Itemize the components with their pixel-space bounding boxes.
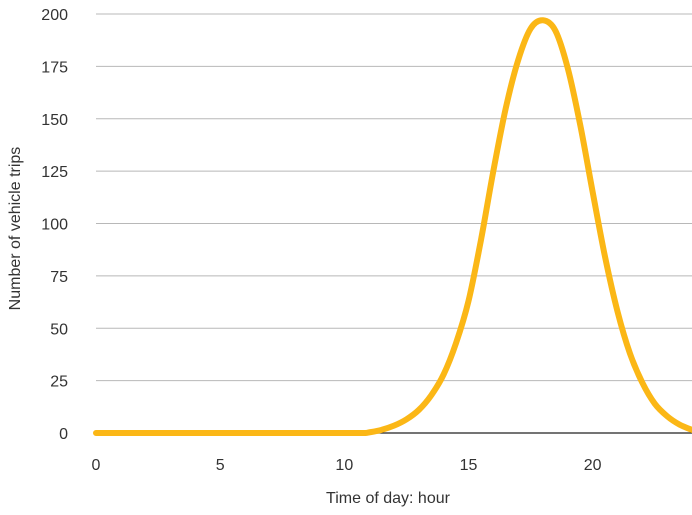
y-tick-label: 200	[41, 7, 68, 24]
y-tick-label: 75	[50, 269, 68, 286]
y-axis-ticks: 0 25 50 75 100 125 150 175 200	[41, 7, 68, 443]
y-tick-label: 0	[59, 426, 68, 443]
series-group	[93, 17, 692, 437]
y-tick-label: 175	[41, 59, 68, 76]
y-tick-label: 50	[50, 321, 68, 338]
x-axis-label: Time of day: hour	[326, 490, 451, 507]
y-axis-label: Number of vehicle trips	[7, 147, 24, 311]
x-tick-label: 15	[460, 457, 478, 474]
y-tick-label: 25	[50, 374, 68, 391]
y-tick-label: 150	[41, 112, 68, 129]
y-tick-label: 125	[41, 164, 68, 181]
x-tick-label: 5	[216, 457, 225, 474]
gridlines	[96, 13, 692, 434]
series-line-0	[93, 17, 692, 437]
x-tick-label: 0	[92, 457, 101, 474]
x-tick-label: 10	[335, 457, 353, 474]
x-axis-ticks: 0 5 10 15 20	[92, 457, 602, 474]
x-tick-label: 20	[584, 457, 602, 474]
y-tick-label: 100	[41, 217, 68, 234]
